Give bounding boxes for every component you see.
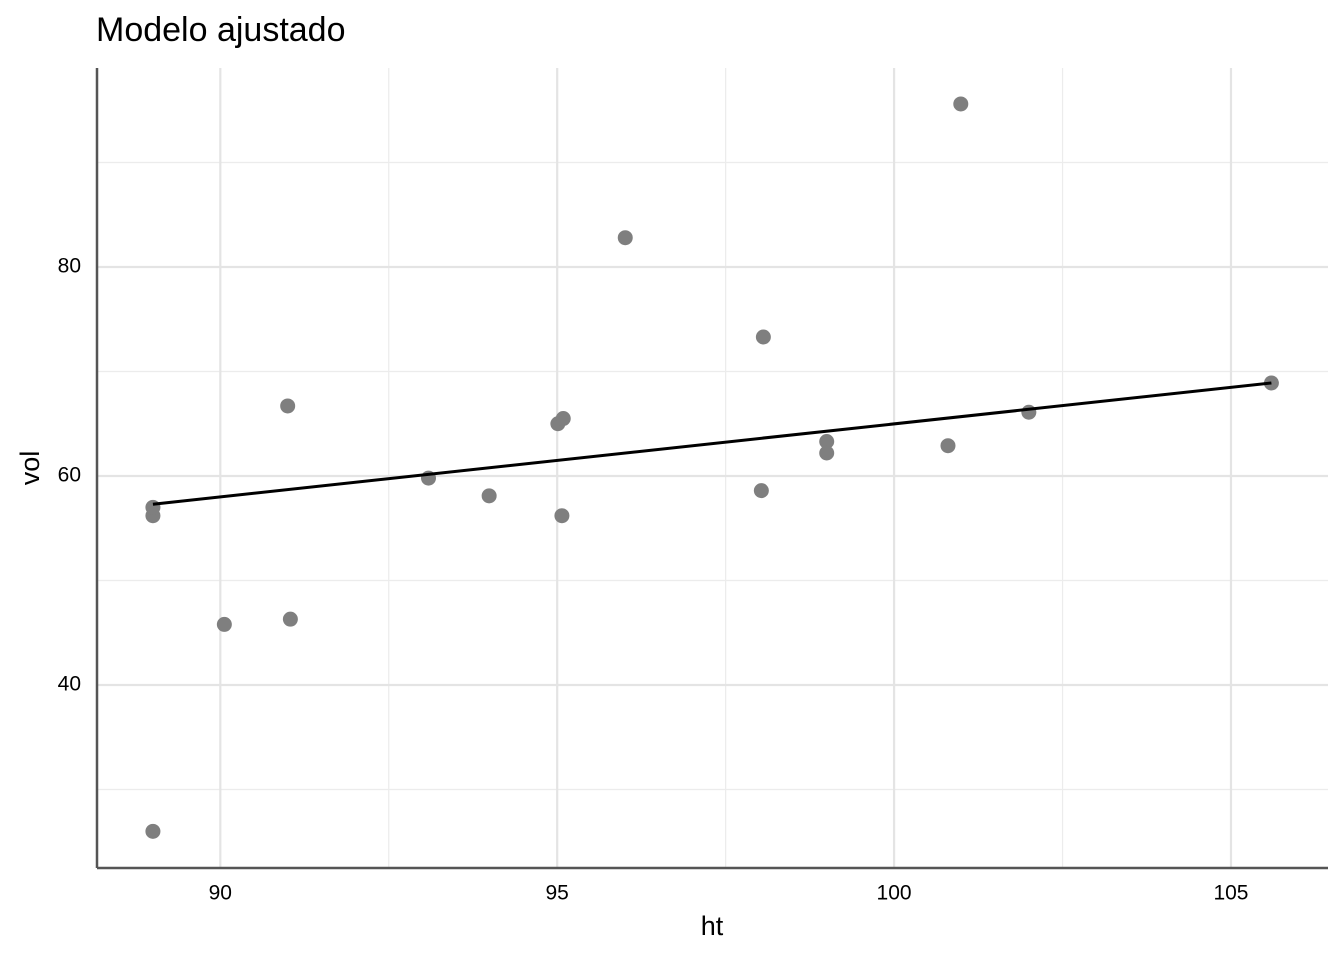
- point: [1021, 404, 1037, 420]
- point: [145, 499, 161, 515]
- y-axis-title: vol: [15, 451, 45, 486]
- chart-title: Modelo ajustado: [96, 11, 346, 49]
- point: [819, 445, 835, 461]
- x-tick-label: 105: [1213, 882, 1248, 905]
- point: [819, 434, 835, 450]
- point: [617, 230, 633, 246]
- point: [554, 508, 570, 524]
- point: [145, 823, 161, 839]
- point: [755, 329, 771, 345]
- x-tick-label: 95: [546, 882, 569, 905]
- x-tick-label: 100: [877, 882, 912, 905]
- point: [280, 398, 296, 414]
- point: [940, 438, 956, 454]
- fit-line: [152, 381, 1272, 506]
- point: [282, 611, 298, 627]
- point: [555, 411, 571, 427]
- y-tick-label: 40: [58, 673, 81, 696]
- y-tick-label: 80: [58, 255, 81, 278]
- point: [953, 96, 969, 112]
- point: [481, 488, 497, 504]
- y-tick-label: 60: [58, 464, 81, 487]
- point: [216, 616, 232, 632]
- point: [753, 483, 769, 499]
- x-tick-label: 90: [209, 882, 232, 905]
- x-axis-title: ht: [701, 911, 724, 941]
